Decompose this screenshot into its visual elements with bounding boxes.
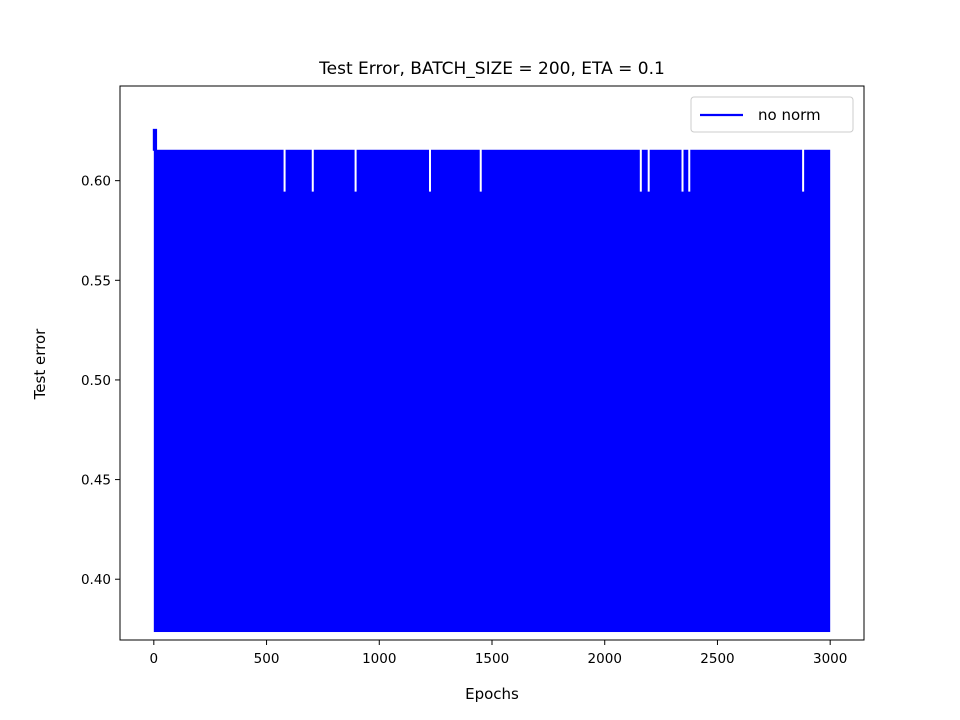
- legend-label-no-norm: no norm: [758, 106, 821, 124]
- series-no-norm-dip-0: [283, 149, 286, 192]
- series-no-norm-dip-2: [354, 149, 357, 192]
- y-axis-label: Test error: [31, 328, 49, 400]
- x-tick-label-1500: 1500: [475, 651, 509, 667]
- series-no-norm-band: [153, 149, 831, 633]
- x-tick-label-1000: 1000: [362, 651, 396, 667]
- legend: no norm: [690, 96, 854, 133]
- axes: 0 500 1000 1500 2000 2500 3000 0.40 0.45 0.50 0.55…: [81, 85, 865, 667]
- y-tick-label-0.50: 0.50: [81, 373, 111, 389]
- y-tick-label-0.55: 0.55: [81, 273, 111, 289]
- series-no-norm-initial-peak: [152, 128, 158, 151]
- x-tick-label-2500: 2500: [700, 651, 734, 667]
- series-no-norm-dip-6: [647, 149, 650, 192]
- series-no-norm-dip-4: [479, 149, 482, 192]
- series-no-norm-dip-5: [639, 149, 642, 192]
- series-no-norm-dip-7: [681, 149, 684, 192]
- plot-area: [152, 128, 831, 633]
- series-no-norm-dip-1: [311, 149, 314, 192]
- y-tick-label-0.40: 0.40: [81, 572, 111, 588]
- series-no-norm-dip-3: [429, 149, 431, 192]
- series-no-norm-dip-9: [802, 149, 805, 192]
- series-no-norm-dip-8: [688, 149, 691, 192]
- x-tick-label-3000: 3000: [813, 651, 847, 667]
- y-tick-label-0.45: 0.45: [81, 473, 111, 489]
- x-tick-label-0: 0: [150, 651, 159, 667]
- x-tick-label-2000: 2000: [588, 651, 622, 667]
- x-tick-label-500: 500: [254, 651, 280, 667]
- chart-title: Test Error, BATCH_SIZE = 200, ETA = 0.1: [318, 59, 665, 79]
- legend-frame: [690, 96, 854, 133]
- x-axis-label: Epochs: [465, 685, 519, 703]
- y-tick-label-0.60: 0.60: [81, 174, 111, 190]
